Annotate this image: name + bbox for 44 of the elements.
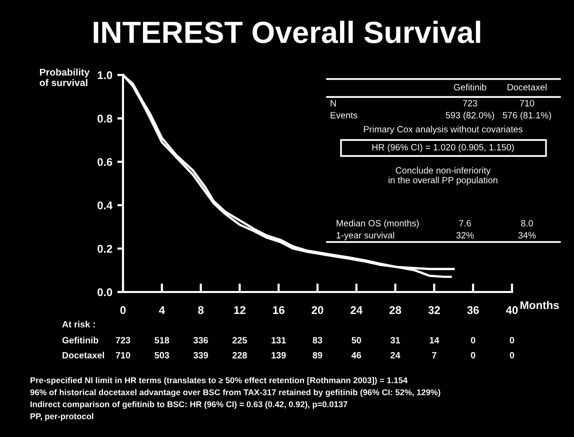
text: Docetaxel 710 503 339 228 139 89 46 24 7 0 0 — [62, 352, 514, 358]
x-tick-label: 0 — [120, 306, 126, 314]
text: 8.0 — [521, 220, 533, 226]
annotation: Docetaxel — [508, 84, 546, 90]
annotation: 32% — [456, 232, 474, 238]
text: PP, per-protocol — [30, 413, 94, 421]
y-axis-title: Probability of survival — [40, 68, 90, 86]
annotation: Gefitinib — [454, 84, 486, 90]
text: 34% — [518, 232, 536, 238]
text: 96% of historical docetaxel advantage over BSC from TAX-317 retained by gefitinib (96% CI: 52%, 129%) — [30, 389, 440, 397]
annotation: 1-year survival — [336, 232, 394, 240]
text: Gefitinib 723 518 336 225 131 83 50 31 14 0 0 — [62, 336, 514, 344]
annotation: Median OS (months) — [336, 220, 419, 228]
text: 710 — [520, 100, 534, 106]
y-tick-label: 0.2 — [98, 244, 112, 253]
annotation: Primary Cox analysis without covariates — [364, 126, 522, 134]
x-tick-label: 32 — [428, 306, 440, 314]
annotation: 576 (81.1%) — [502, 112, 552, 120]
chart-title: INTEREST Overall Survival — [94, 20, 480, 44]
annotation: Conclude non-inferiority in the overall PP population — [388, 166, 498, 186]
annotation: 7.6 — [459, 220, 471, 226]
text: Pre-specified NI limit in HR terms (translates to ≥ 50% effect retention [Rothmann 2003]) = 1.154 — [30, 377, 408, 385]
x-tick-label: 12 — [234, 306, 246, 314]
x-tick-label: 28 — [390, 306, 402, 314]
y-tick-label: 0.0 — [98, 288, 112, 296]
annotation: 593 (82.0%) — [446, 112, 494, 120]
x-tick-label: 16 — [273, 306, 284, 314]
x-tick-label: 36 — [467, 306, 479, 314]
annotation: HR (96% CI) = 1.020 (0.905, 1.150) — [372, 144, 514, 152]
x-axis-title: Months — [520, 300, 559, 310]
annotation: Events — [330, 112, 358, 118]
x-tick-label: 20 — [312, 306, 324, 314]
y-tick-label: 0.4 — [98, 201, 113, 210]
annotation: N — [330, 100, 336, 106]
x-tick-label: 4 — [158, 306, 165, 314]
y-tick-label: 0.8 — [98, 114, 112, 123]
text: Indirect comparison of gefitinib to BSC: HR (96% CI) = 0.63 (0.42, 0.92), p=0.0137 — [30, 401, 348, 409]
y-tick-label: 0.6 — [98, 158, 112, 166]
annotation: 723 — [462, 100, 478, 106]
x-tick-label: 24 — [350, 306, 363, 314]
x-tick-label: 40 — [506, 306, 518, 314]
text: At risk : — [62, 320, 95, 328]
x-tick-label: 8 — [198, 306, 204, 314]
y-tick-label: 1.0 — [98, 71, 112, 80]
